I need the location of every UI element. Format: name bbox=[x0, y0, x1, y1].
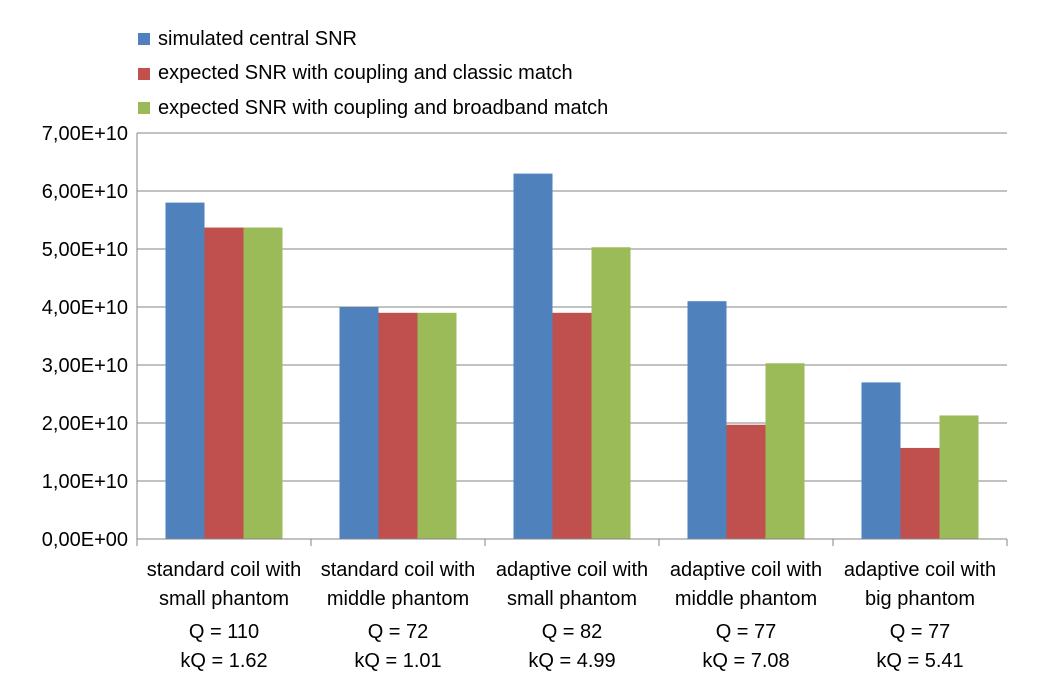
x-tick-label: adaptive coil with middle phantom bbox=[670, 559, 822, 610]
q-value: Q = 72 bbox=[367, 621, 429, 643]
kq-value: kQ = 4.99 bbox=[528, 650, 616, 672]
y-tick-label: 4,00E+10 bbox=[42, 297, 128, 319]
bar-broadband bbox=[765, 363, 805, 539]
legend-item-simulated: simulated central SNR bbox=[138, 22, 608, 57]
x-tick-label-line: small phantom bbox=[159, 588, 289, 610]
x-tick-label-line: middle phantom bbox=[675, 588, 817, 610]
y-tick-label: 3,00E+10 bbox=[42, 355, 128, 377]
q-value: Q = 77 bbox=[715, 621, 777, 643]
annotation-group-4: Q = 77 kQ = 7.08 bbox=[659, 618, 833, 676]
bar-broadband bbox=[417, 312, 457, 539]
legend-item-broadband-match: expected SNR with coupling and broadband… bbox=[138, 91, 608, 126]
x-tick-label-line: adaptive coil with bbox=[844, 559, 996, 581]
x-tick-label: adaptive coil with small phantom bbox=[496, 559, 648, 610]
legend-swatch bbox=[138, 33, 150, 46]
bar-classic bbox=[204, 227, 244, 540]
x-tick-label: standard coil with small phantom bbox=[147, 559, 302, 610]
x-tick-label: adaptive coil with big phantom bbox=[844, 559, 996, 610]
x-tick-label-line: middle phantom bbox=[327, 588, 469, 610]
x-tick-label-line: small phantom bbox=[507, 588, 637, 610]
y-tick-label: 2,00E+10 bbox=[42, 413, 128, 435]
kq-value: kQ = 1.62 bbox=[180, 650, 268, 672]
bar-simulated bbox=[687, 301, 727, 539]
legend-label: simulated central SNR bbox=[158, 27, 357, 50]
bar-classic bbox=[726, 424, 766, 539]
x-tick-label-line: standard coil with bbox=[321, 559, 476, 581]
y-tick-label: 1,00E+10 bbox=[42, 471, 128, 493]
bar-simulated bbox=[513, 173, 553, 539]
y-tick-label: 7,00E+10 bbox=[42, 123, 128, 145]
bar-broadband bbox=[591, 247, 631, 539]
x-tick-label-line: standard coil with bbox=[147, 559, 302, 581]
bar-chart: 0,00E+00 1,00E+10 2,00E+10 3,00E+10 4,00E+10… bbox=[42, 123, 1008, 610]
legend-label: expected SNR with coupling and classic m… bbox=[158, 62, 573, 85]
annotation-group-5: Q = 77 kQ = 5.41 bbox=[833, 618, 1007, 676]
x-tick-label-line: adaptive coil with bbox=[670, 559, 822, 581]
y-tick-label: 6,00E+10 bbox=[42, 181, 128, 203]
bar-broadband bbox=[939, 415, 979, 539]
kq-value: kQ = 5.41 bbox=[876, 650, 964, 672]
y-tick-label: 5,00E+10 bbox=[42, 239, 128, 261]
bar-classic bbox=[900, 447, 940, 539]
q-value: Q = 82 bbox=[541, 621, 603, 643]
legend-swatch bbox=[138, 67, 150, 80]
x-tick-label-line: big phantom bbox=[865, 588, 975, 610]
bar-classic bbox=[552, 312, 592, 539]
annotation-group-2: Q = 72 kQ = 1.01 bbox=[311, 618, 485, 676]
category-annotations: Q = 110 kQ = 1.62 Q = 72 kQ = 1.01 Q = 8… bbox=[0, 618, 1046, 678]
x-tick-label-line: adaptive coil with bbox=[496, 559, 648, 581]
x-tick-label: standard coil with middle phantom bbox=[321, 559, 476, 610]
legend-swatch bbox=[138, 102, 150, 115]
q-value: Q = 110 bbox=[188, 621, 260, 643]
kq-value: kQ = 1.01 bbox=[354, 650, 442, 672]
bar-broadband bbox=[243, 227, 283, 540]
bar-classic bbox=[378, 312, 418, 539]
annotation-group-3: Q = 82 kQ = 4.99 bbox=[485, 618, 659, 676]
q-value: Q = 77 bbox=[889, 621, 951, 643]
bar-simulated bbox=[339, 307, 379, 539]
annotation-group-1: Q = 110 kQ = 1.62 bbox=[137, 618, 311, 676]
legend-item-classic-match: expected SNR with coupling and classic m… bbox=[138, 57, 608, 92]
bar-simulated bbox=[165, 202, 205, 539]
bar-simulated bbox=[861, 382, 901, 539]
chart-legend: simulated central SNR expected SNR with … bbox=[138, 22, 608, 126]
kq-value: kQ = 7.08 bbox=[702, 650, 790, 672]
legend-label: expected SNR with coupling and broadband… bbox=[158, 96, 609, 119]
y-tick-label: 0,00E+00 bbox=[42, 529, 128, 551]
